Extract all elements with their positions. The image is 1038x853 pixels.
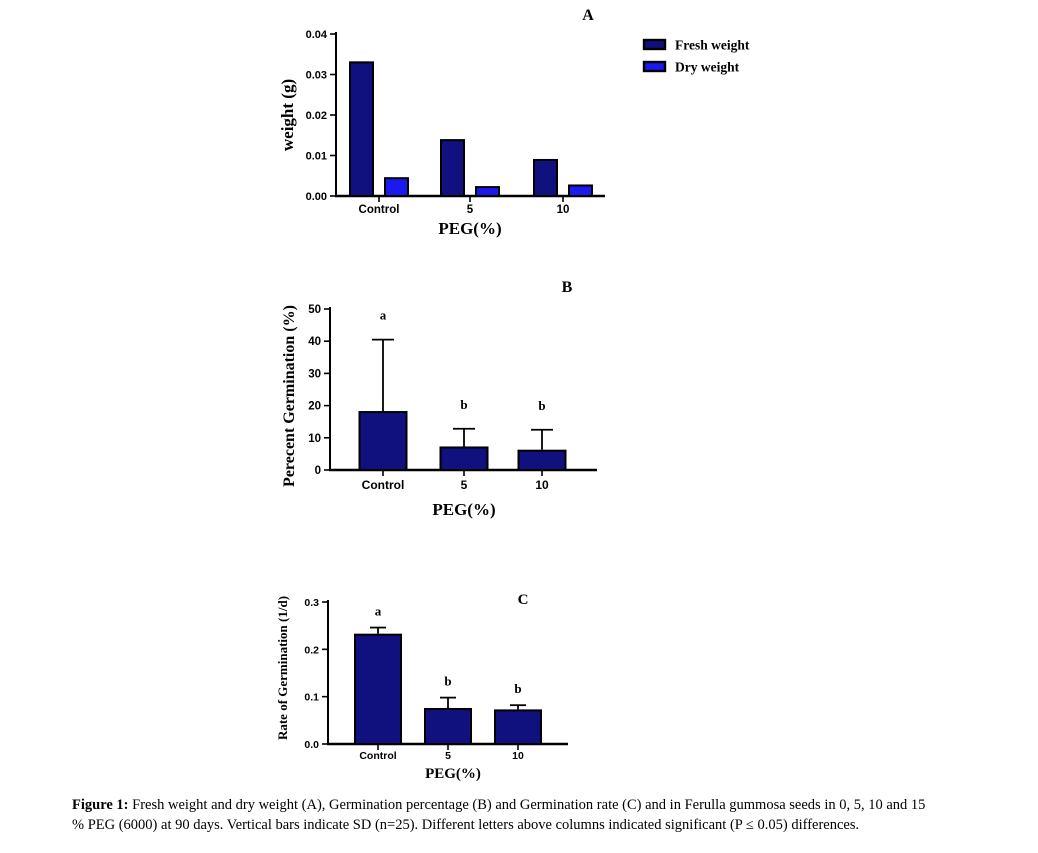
x-tick-label: 10 [512, 750, 524, 762]
x-tick-label: 10 [557, 204, 570, 216]
bar-b-control [358, 411, 408, 472]
panel-label-c: C [518, 592, 529, 608]
caption-line1: Fresh weight and dry weight (A), Germina… [128, 797, 926, 813]
legend-label-dry-weight: Dry weight [675, 60, 740, 75]
significance-letter: b [444, 674, 451, 689]
bar-a-dry-weight-10 [568, 184, 593, 198]
y-tick-label: 30 [308, 368, 321, 380]
y-tick-label: 0.02 [306, 110, 327, 122]
significance-letter: a [380, 308, 387, 323]
caption-label: Figure 1: [72, 797, 129, 813]
x-axis-title-a: PEG(%) [438, 219, 501, 238]
y-tick-label: 40 [308, 336, 321, 348]
bar-a-dry-weight-5 [475, 186, 500, 197]
bar-a-fresh-weight-5 [440, 139, 465, 197]
x-tick-label: 5 [461, 478, 468, 492]
y-tick-label: 10 [308, 433, 321, 445]
x-axis-title-b: PEG(%) [432, 500, 495, 519]
y-axis-title-b: Perecent Germination (%) [281, 305, 298, 487]
y-axis-title-c: Rate of Germination (1/d) [275, 596, 290, 740]
bar-c-control [354, 633, 402, 745]
x-tick-label: 5 [467, 204, 474, 216]
chart-b: 0 10 20 30 40 50 Control 5 10 a b b Perecent Germina… [281, 279, 597, 519]
legend-label-fresh-weight: Fresh weight [675, 38, 750, 53]
legend-swatch-fresh-weight [642, 38, 667, 51]
x-axis-title-c: PEG(%) [425, 766, 481, 782]
caption-line2: % PEG (6000) at 90 days. Vertical bars i… [72, 816, 860, 833]
y-tick-label: 0.01 [306, 151, 327, 163]
y-tick-label: 50 [308, 304, 321, 316]
y-tick-label: 0.2 [304, 644, 319, 656]
panel-label-b: B [562, 279, 573, 296]
caption-text: Figure 1: Fresh weight and dry weight (A… [72, 796, 992, 835]
chart-c: 0.0 0.1 0.2 0.3 Control 5 10 a b b Rate of Germina… [275, 592, 568, 782]
panel-label-a: A [582, 7, 594, 24]
x-tick-label: 10 [535, 478, 549, 492]
x-tick-label: Control [359, 750, 396, 762]
bar-a-fresh-weight-10 [533, 158, 558, 197]
y-tick-label: 0.0 [304, 739, 319, 751]
bar-a-fresh-weight-control [349, 61, 374, 197]
y-tick-label: 0.3 [304, 597, 319, 609]
y-tick-label: 20 [308, 401, 321, 413]
bar-c-5 [424, 707, 472, 745]
significance-letter: a [375, 604, 382, 619]
y-tick-label: 0.1 [304, 692, 319, 704]
bar-c-10 [494, 709, 542, 745]
figure-caption: Figure 1: Fresh weight and dry weight (A… [72, 796, 992, 835]
bar-b-5 [439, 446, 489, 471]
y-tick-label: 0.04 [306, 29, 328, 41]
x-tick-label: 5 [445, 750, 451, 762]
chart-a: 0.00 0.01 0.02 0.03 0.04 Control 5 10 weight (g)… [278, 7, 750, 238]
y-tick-label: 0.00 [306, 191, 327, 203]
y-tick-label: 0.03 [306, 70, 327, 82]
significance-letter: b [514, 681, 521, 696]
x-tick-label: Control [359, 204, 400, 216]
bar-a-dry-weight-control [384, 177, 409, 197]
x-tick-label: Control [362, 478, 405, 492]
bar-b-10 [517, 449, 567, 471]
y-tick-label: 0 [315, 465, 321, 477]
significance-letter: b [460, 397, 467, 412]
significance-letter: b [538, 398, 545, 413]
y-axis-title-a: weight (g) [278, 79, 297, 151]
legend-swatch-dry-weight [642, 60, 667, 73]
